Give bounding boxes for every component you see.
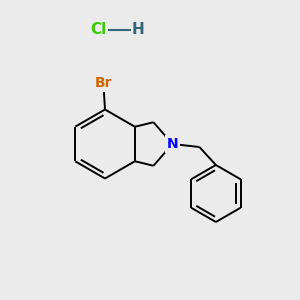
Text: N: N [167,137,178,151]
Text: Br: Br [95,76,112,90]
Text: H: H [132,22,145,38]
Text: Cl: Cl [90,22,106,38]
